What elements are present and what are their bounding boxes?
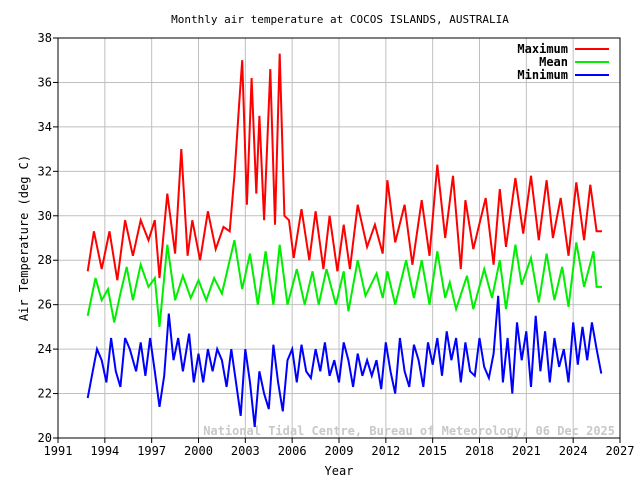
y-axis: 20 22 24 26 28 30 32 34 36 38 (38, 31, 58, 445)
x-tick-label: 2012 (371, 444, 400, 458)
legend-label-maximum: Maximum (517, 42, 568, 56)
x-tick-label: 2027 (606, 444, 635, 458)
chart-title: Monthly air temperature at COCOS ISLANDS… (171, 13, 509, 26)
x-tick-label: 2018 (465, 444, 494, 458)
legend-label-mean: Mean (539, 55, 568, 69)
x-tick-label: 2021 (512, 444, 541, 458)
series-minimum-line (86, 295, 603, 428)
x-tick-label: 2024 (559, 444, 588, 458)
y-tick-label: 20 (38, 431, 52, 445)
y-tick-label: 32 (38, 164, 52, 178)
series-mean-line (86, 239, 602, 327)
x-tick-label: 2006 (278, 444, 307, 458)
x-tick-label: 2003 (231, 444, 260, 458)
y-tick-label: 30 (38, 209, 52, 223)
series-maximum-line (86, 53, 602, 281)
x-axis: 1991 1994 1997 2000 2003 2006 2009 2012 2015 2018… (44, 438, 635, 458)
watermark: National Tidal Centre, Bureau of Meteoro… (203, 424, 615, 438)
x-tick-label: 2015 (418, 444, 447, 458)
y-tick-label: 26 (38, 298, 52, 312)
x-tick-label: 1994 (90, 444, 119, 458)
x-axis-label: Year (325, 464, 354, 478)
series-lines (86, 53, 603, 428)
y-tick-label: 34 (38, 120, 52, 134)
y-tick-label: 38 (38, 31, 52, 45)
legend-label-minimum: Minimum (517, 68, 568, 82)
x-tick-label: 2009 (325, 444, 354, 458)
y-tick-label: 36 (38, 75, 52, 89)
y-axis-label: Air Temperature (deg C) (17, 155, 31, 321)
plot-frame (57, 37, 621, 439)
x-tick-label: 2000 (184, 444, 213, 458)
y-tick-label: 22 (38, 387, 52, 401)
x-tick-label: 1991 (44, 444, 73, 458)
x-tick-label: 1997 (137, 444, 166, 458)
y-tick-label: 28 (38, 253, 52, 267)
y-tick-label: 24 (38, 342, 52, 356)
